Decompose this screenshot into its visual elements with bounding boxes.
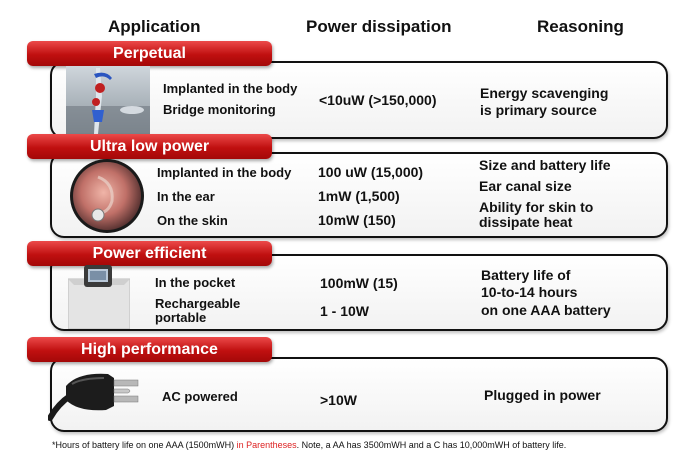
banner-high-performance: High performance (27, 337, 272, 362)
app-text: Rechargeable (155, 296, 241, 311)
reasoning-text: Energy scavenging (480, 85, 609, 101)
banner-perpetual: Perpetual (27, 41, 272, 66)
reasoning-text: dissipate heat (479, 214, 573, 230)
app-text: AC powered (162, 389, 238, 404)
implant-bridge-image (66, 66, 150, 136)
banner-power-efficient: Power efficient (27, 241, 272, 266)
reasoning-text: on one AAA battery (481, 302, 611, 318)
power-value: 1mW (1,500) (318, 188, 400, 204)
app-text: Implanted in the body (157, 165, 292, 180)
reasoning-text: Plugged in power (484, 387, 601, 403)
pocket-device-image (67, 265, 131, 330)
reasoning-text: Ability for skin to (479, 199, 594, 215)
app-text: Bridge monitoring (163, 102, 276, 117)
reasoning-text: Ear canal size (479, 178, 572, 194)
app-text: In the ear (157, 189, 215, 204)
header-power-dissipation: Power dissipation (306, 17, 452, 36)
power-value: 100 uW (15,000) (318, 164, 424, 180)
reasoning-text: Battery life of (481, 267, 571, 283)
power-value: 1 - 10W (320, 303, 370, 319)
power-value: 100mW (15) (320, 275, 398, 291)
footnote-text: . Note, a AA has 3500mWH and a C has 10,… (296, 440, 567, 450)
row-panel-ultra-low-power (50, 152, 668, 238)
banner-ultra-low-power: Ultra low power (27, 134, 272, 159)
footnote-text: *Hours of battery life on one AAA (1500m… (52, 440, 237, 450)
app-text: In the pocket (155, 275, 236, 290)
power-value: <10uW (>150,000) (319, 92, 437, 108)
footnote: *Hours of battery life on one AAA (1500m… (52, 440, 566, 450)
ear-canal-image (68, 157, 146, 235)
app-text: Implanted in the body (163, 81, 298, 96)
app-text: portable (155, 310, 207, 325)
ac-plug-image (47, 366, 148, 422)
header-reasoning: Reasoning (537, 17, 624, 36)
footnote-highlight: in Parentheses (236, 440, 297, 450)
row-panel-high-performance (50, 357, 668, 432)
reasoning-text: 10-to-14 hours (481, 284, 578, 300)
reasoning-text: Size and battery life (479, 157, 611, 173)
power-value: >10W (320, 392, 357, 408)
header-application: Application (108, 17, 201, 36)
reasoning-text: is primary source (480, 102, 597, 118)
row-panel-power-efficient (50, 254, 668, 331)
row-panel-perpetual (50, 61, 668, 139)
app-text: On the skin (157, 213, 228, 228)
power-value: 10mW (150) (318, 212, 396, 228)
